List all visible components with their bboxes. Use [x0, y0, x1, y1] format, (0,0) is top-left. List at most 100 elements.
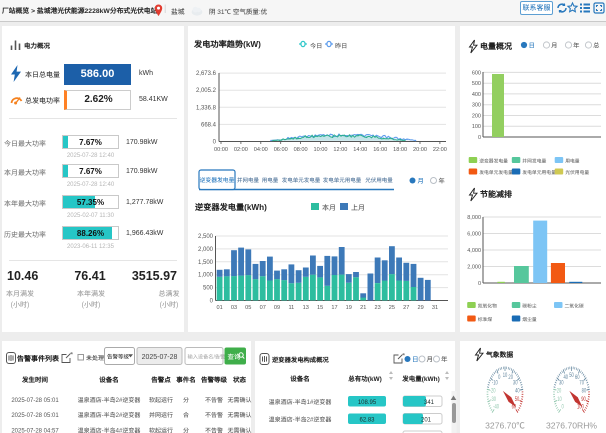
svg-text:日: 日: [529, 43, 535, 50]
svg-text:-20: -20: [490, 388, 496, 395]
svg-text:本月: 本月: [322, 204, 336, 212]
svg-text:氮氧化物: 氮氧化物: [478, 302, 497, 309]
svg-text:2,500: 2,500: [198, 234, 214, 240]
svg-text:合: 合: [183, 411, 189, 419]
svg-text:发电单元用电量: 发电单元用电量: [522, 169, 556, 176]
svg-text:04:00: 04:00: [254, 147, 268, 153]
svg-text:6,000: 6,000: [467, 232, 481, 238]
svg-text:软起运行: 软起运行: [149, 427, 173, 433]
svg-text:事件名: 事件名: [176, 376, 196, 384]
svg-text:节能减排: 节能减排: [480, 190, 512, 199]
svg-text:温泉酒店-半岛1#逆变器: 温泉酒店-半岛1#逆变器: [269, 398, 332, 406]
svg-text:90: 90: [581, 397, 586, 404]
svg-text:09: 09: [274, 305, 280, 311]
svg-text:逆变器发电量: 逆变器发电量: [479, 157, 508, 164]
svg-text:8,000: 8,000: [467, 215, 481, 221]
svg-text:烟尘量: 烟尘量: [522, 316, 537, 323]
svg-text:400: 400: [472, 92, 481, 98]
svg-text:并网电量: 并网电量: [237, 177, 260, 184]
svg-text:19: 19: [346, 305, 352, 311]
svg-text:用电量: 用电量: [565, 157, 580, 164]
svg-text:-40: -40: [493, 404, 499, 411]
svg-text:2025-07-28 05:01: 2025-07-28 05:01: [11, 413, 59, 419]
svg-text:10: 10: [557, 397, 562, 404]
svg-text:不告警: 不告警: [205, 427, 223, 433]
svg-text:2025-07-28: 2025-07-28: [142, 354, 178, 361]
svg-text:逆变器发电构成概况: 逆变器发电构成概况: [272, 356, 329, 364]
svg-text:上月: 上月: [351, 204, 365, 212]
svg-text:年: 年: [441, 356, 448, 364]
svg-text:设备名: 设备名: [99, 376, 119, 384]
svg-text:温泉酒店-半岛4#逆变器: 温泉酒店-半岛4#逆变器: [78, 427, 141, 433]
svg-text:2,000: 2,000: [198, 247, 214, 253]
svg-text:300: 300: [472, 103, 481, 109]
svg-text:100: 100: [472, 124, 481, 130]
svg-text:发生时间: 发生时间: [21, 376, 49, 384]
svg-text:0: 0: [478, 135, 481, 141]
svg-text:10: 10: [503, 372, 508, 379]
svg-text:00:00: 00:00: [214, 147, 228, 153]
svg-text:光伏用电量: 光伏用电量: [365, 177, 393, 184]
svg-text:不告警: 不告警: [205, 411, 223, 419]
svg-text:60: 60: [512, 404, 517, 411]
svg-text:年: 年: [573, 42, 580, 50]
svg-text:告警等级: 告警等级: [201, 376, 228, 384]
svg-text:23: 23: [374, 305, 380, 311]
svg-text:12:00: 12:00: [333, 147, 347, 153]
svg-text:03: 03: [231, 305, 237, 311]
svg-text:201: 201: [421, 418, 432, 424]
svg-text:2,005.2: 2,005.2: [196, 88, 217, 94]
svg-text:发电量(kWh): 发电量(kWh): [401, 375, 440, 383]
svg-text:0: 0: [561, 404, 563, 411]
svg-text:软起运行: 软起运行: [149, 396, 173, 404]
svg-text:25: 25: [389, 305, 395, 311]
svg-text:告警点: 告警点: [151, 376, 171, 384]
svg-text:标准煤: 标准煤: [478, 316, 493, 323]
svg-text:01: 01: [216, 305, 222, 311]
svg-text:100: 100: [577, 404, 584, 411]
svg-text:2025-07-28 04:57: 2025-07-28 04:57: [11, 429, 59, 433]
svg-text:200: 200: [472, 114, 481, 120]
svg-text:29: 29: [417, 305, 423, 311]
svg-text:20: 20: [557, 388, 562, 395]
svg-text:2,000: 2,000: [467, 265, 481, 271]
svg-text:温泉酒店-半岛2#逆变器: 温泉酒店-半岛2#逆变器: [78, 396, 141, 404]
svg-text:温泉酒店-半岛2#逆变器: 温泉酒店-半岛2#逆变器: [78, 411, 141, 419]
svg-text:40: 40: [564, 374, 569, 381]
svg-text:3276.70℃: 3276.70℃: [485, 421, 525, 431]
svg-text:分: 分: [183, 397, 189, 404]
svg-text:40: 40: [515, 388, 520, 395]
svg-text:查询: 查询: [228, 353, 242, 361]
svg-text:总有功(kW): 总有功(kW): [348, 375, 382, 383]
svg-text:温泉酒店-半岛2#逆变器: 温泉酒店-半岛2#逆变器: [269, 416, 332, 424]
svg-text:碳粉尘: 碳粉尘: [522, 302, 537, 309]
svg-text:1,500: 1,500: [198, 260, 214, 266]
svg-text:16:00: 16:00: [373, 147, 387, 153]
svg-text:月: 月: [427, 356, 434, 364]
svg-text:341: 341: [424, 400, 435, 406]
svg-text:3276.70RH%: 3276.70RH%: [546, 421, 597, 431]
svg-text:发电单元用电量: 发电单元用电量: [323, 177, 362, 184]
svg-text:逆变器发电量: 逆变器发电量: [200, 177, 235, 184]
svg-text:18:00: 18:00: [393, 147, 407, 153]
svg-text:15: 15: [317, 305, 323, 311]
svg-text:-10: -10: [492, 380, 498, 387]
svg-text:-30: -30: [490, 397, 496, 404]
svg-text:逆变器发电量(kWh): 逆变器发电量(kWh): [195, 202, 267, 212]
svg-text:月: 月: [551, 43, 557, 50]
svg-text:500: 500: [472, 81, 481, 87]
svg-text:10:00: 10:00: [314, 147, 328, 153]
svg-text:二氧化碳: 二氧化碳: [565, 302, 584, 309]
svg-text:17: 17: [331, 305, 337, 311]
svg-text:500: 500: [203, 286, 214, 292]
svg-text:50: 50: [515, 397, 520, 404]
svg-text:无需确认: 无需确认: [227, 396, 251, 404]
svg-text:不告警: 不告警: [205, 396, 223, 404]
svg-text:0: 0: [213, 140, 217, 146]
svg-text:2,673.6: 2,673.6: [196, 71, 217, 77]
svg-text:20: 20: [508, 374, 513, 381]
svg-text:668.4: 668.4: [201, 122, 217, 128]
svg-text:1,336.8: 1,336.8: [196, 105, 217, 111]
svg-text:13: 13: [303, 305, 309, 311]
svg-text:0: 0: [498, 374, 500, 381]
